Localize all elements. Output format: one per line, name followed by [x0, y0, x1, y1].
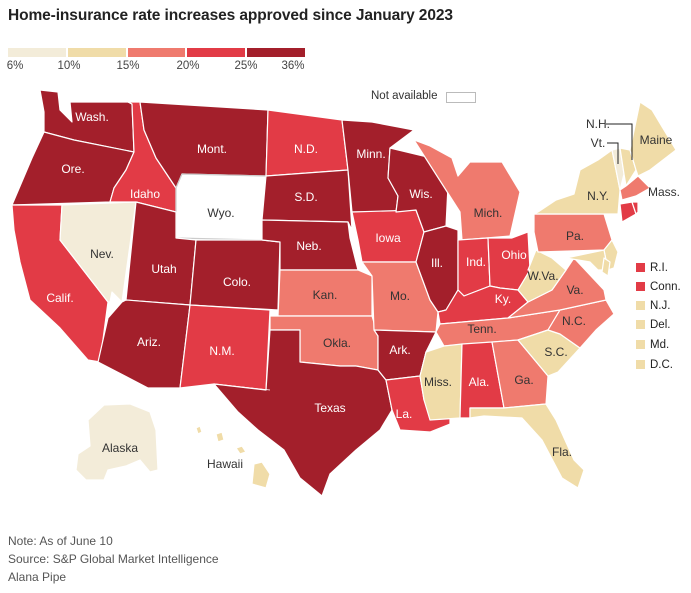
state-fla — [469, 403, 585, 489]
state-hawaii — [195, 425, 271, 489]
label-neb: Neb. — [296, 239, 321, 253]
label-mo: Mo. — [390, 289, 410, 303]
not-available-label: Not available — [371, 90, 438, 102]
swatch-md — [636, 340, 645, 349]
swatch-del — [636, 320, 645, 329]
legend-swatch-1 — [8, 48, 66, 57]
label-pa: Pa. — [566, 229, 584, 243]
state-labels: Wash. Ore. Calif. Nev. Idaho Mont. Wyo. … — [46, 110, 680, 471]
label-okla: Okla. — [323, 336, 351, 350]
small-state-md: Md. — [636, 339, 669, 351]
small-state-nj: N.J. — [636, 300, 670, 312]
label-texas: Texas — [314, 401, 345, 415]
label-wyo: Wyo. — [207, 206, 234, 220]
state-wva — [517, 249, 567, 303]
label-kan: Kan. — [313, 288, 338, 302]
label-fla: Fla. — [552, 445, 572, 459]
ne-leader-lines — [606, 123, 633, 164]
label-ga: Ga. — [514, 373, 533, 387]
label-maine: Maine — [640, 133, 673, 147]
swatch-nj — [636, 301, 645, 310]
legend-swatch-2 — [67, 48, 126, 57]
label-ark: Ark. — [389, 343, 410, 357]
small-state-del: Del. — [636, 319, 670, 331]
label-ore: Ore. — [61, 162, 84, 176]
state-ga — [491, 339, 549, 409]
label-iowa: Iowa — [375, 231, 401, 245]
label-ariz: Ariz. — [137, 335, 161, 349]
label-mont: Mont. — [197, 142, 227, 156]
label-ohio: Ohio — [501, 248, 527, 262]
label-calif: Calif. — [46, 291, 73, 305]
label-vt: Vt. — [591, 136, 606, 150]
swatch-ri — [636, 263, 645, 272]
swatch-conn — [636, 282, 645, 291]
label-utah: Utah — [151, 262, 176, 276]
legend-swatch-5 — [247, 48, 305, 57]
legend-swatch-4 — [187, 48, 246, 57]
state-mass — [619, 175, 651, 201]
state-sd — [261, 169, 353, 231]
state-alaska — [75, 403, 159, 481]
label-nd: N.D. — [294, 142, 318, 156]
legend-swatch-3 — [127, 48, 186, 57]
label-tenn: Tenn. — [467, 322, 496, 336]
state-wyo — [175, 173, 267, 241]
footer-source: Source: S&P Global Market Intelligence — [8, 552, 219, 566]
small-state-dc: D.C. — [636, 359, 673, 371]
legend-tick-20: 20% — [176, 60, 200, 72]
label-hawaii: Hawaii — [207, 457, 243, 471]
legend-tick-25: 25% — [234, 60, 258, 72]
footer-author: Alana Pipe — [8, 570, 67, 584]
label-ala: Ala. — [469, 375, 490, 389]
border-nm-texas — [213, 383, 271, 391]
label-la: La. — [396, 407, 413, 421]
state-ri — [631, 201, 639, 215]
legend-tick-36: 36% — [281, 60, 305, 72]
label-va: Va. — [566, 283, 583, 297]
label-miss: Miss. — [424, 375, 452, 389]
state-colo — [189, 239, 281, 311]
label-ny: N.Y. — [587, 189, 609, 203]
state-maine — [629, 101, 677, 177]
state-nev — [59, 201, 137, 303]
legend-tick-10: 10% — [57, 60, 81, 72]
state-kan — [277, 269, 373, 317]
label-minn: Minn. — [356, 147, 385, 161]
label-idaho: Idaho — [130, 187, 160, 201]
label-nev: Nev. — [90, 247, 114, 261]
swatch-dc — [636, 360, 645, 369]
label-ind: Ind. — [466, 255, 486, 269]
state-texas — [213, 329, 393, 497]
color-legend — [8, 48, 305, 57]
label-alaska: Alaska — [102, 441, 138, 455]
label-wash: Wash. — [75, 110, 109, 124]
legend-tick-6: 6% — [6, 60, 24, 72]
label-wva: W.Va. — [527, 269, 558, 283]
label-nc: N.C. — [562, 314, 586, 328]
label-wis: Wis. — [409, 187, 432, 201]
not-available-swatch — [446, 92, 476, 103]
label-ky: Ky. — [495, 292, 511, 306]
chart-title: Home-insurance rate increases approved s… — [8, 7, 453, 24]
state-de — [601, 257, 611, 277]
label-colo: Colo. — [223, 275, 251, 289]
footer-note: Note: As of June 10 — [8, 534, 113, 548]
label-ill: Ill. — [431, 256, 443, 270]
label-sc: S.C. — [544, 345, 567, 359]
label-nh: N.H. — [586, 117, 610, 131]
state-ariz — [97, 299, 191, 389]
label-nm: N.M. — [209, 344, 234, 358]
label-sd: S.D. — [294, 190, 317, 204]
legend-tick-15: 15% — [116, 60, 140, 72]
small-state-ri: R.I. — [636, 262, 668, 274]
label-mich: Mich. — [474, 206, 503, 220]
label-mass: Mass. — [648, 185, 680, 199]
state-ny — [533, 149, 621, 215]
small-state-conn: Conn. — [636, 281, 681, 293]
